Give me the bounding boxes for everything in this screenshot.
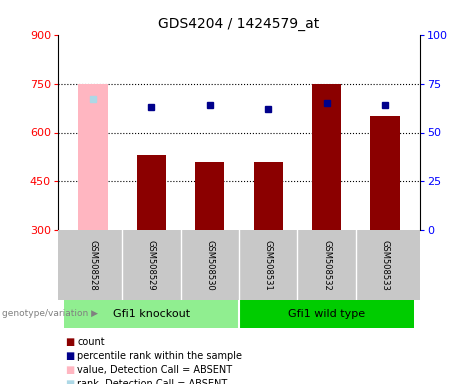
Bar: [370, 116, 400, 230]
Bar: [137, 155, 166, 230]
Text: GSM508533: GSM508533: [380, 240, 390, 290]
Text: ■: ■: [65, 365, 74, 375]
Bar: [239, 300, 414, 328]
Bar: [195, 162, 225, 230]
Title: GDS4204 / 1424579_at: GDS4204 / 1424579_at: [159, 17, 319, 31]
Text: GSM508531: GSM508531: [264, 240, 273, 290]
Text: ■: ■: [65, 351, 74, 361]
Text: Gfi1 knockout: Gfi1 knockout: [113, 309, 190, 319]
Text: ■: ■: [65, 379, 74, 384]
Text: rank, Detection Call = ABSENT: rank, Detection Call = ABSENT: [77, 379, 227, 384]
Text: percentile rank within the sample: percentile rank within the sample: [77, 351, 242, 361]
Text: value, Detection Call = ABSENT: value, Detection Call = ABSENT: [77, 365, 232, 375]
Text: GSM508529: GSM508529: [147, 240, 156, 290]
Text: Gfi1 wild type: Gfi1 wild type: [288, 309, 365, 319]
Bar: [312, 84, 341, 230]
Bar: [254, 162, 283, 230]
Text: count: count: [77, 337, 105, 347]
Text: ■: ■: [65, 337, 74, 347]
Text: GSM508532: GSM508532: [322, 240, 331, 290]
Bar: [64, 300, 239, 328]
Text: GSM508530: GSM508530: [205, 240, 214, 290]
Bar: [78, 84, 107, 230]
Text: GSM508528: GSM508528: [89, 240, 98, 290]
Text: genotype/variation ▶: genotype/variation ▶: [2, 310, 98, 318]
